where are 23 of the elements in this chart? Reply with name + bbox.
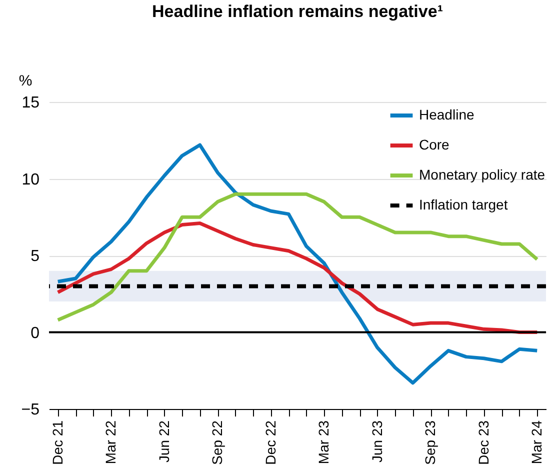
legend-label: Headline [419, 106, 474, 122]
y-tick-label: 0 [30, 324, 40, 342]
x-tick-label: Dec 22 [262, 420, 278, 465]
y-tick-label: 10 [22, 171, 40, 188]
x-tick-label: Mar 23 [316, 420, 332, 464]
legend-label: Monetary policy rate [419, 166, 546, 182]
chart-title: Headline inflation remains negative¹ [152, 2, 444, 21]
y-tick-label: 15 [22, 94, 40, 112]
x-tick-label: Dec 21 [49, 420, 66, 465]
x-tick-label: Dec 23 [475, 420, 492, 465]
y-tick-label: 5 [30, 248, 40, 265]
x-tick-label: Sep 23 [422, 420, 438, 465]
x-tick-label: Jun 22 [156, 420, 172, 463]
x-tick-label: Sep 22 [209, 420, 226, 465]
x-tick-label: Mar 24 [528, 420, 545, 464]
y-tick-label: −5 [21, 402, 40, 418]
legend-label: Core [419, 136, 450, 152]
y-axis-title: % [18, 72, 32, 90]
x-tick-label: Jun 23 [368, 420, 385, 463]
line-series [56, 222, 539, 334]
legend-label: Inflation target [419, 196, 508, 212]
line-series [56, 192, 539, 322]
x-tick-label: Mar 22 [102, 420, 119, 464]
